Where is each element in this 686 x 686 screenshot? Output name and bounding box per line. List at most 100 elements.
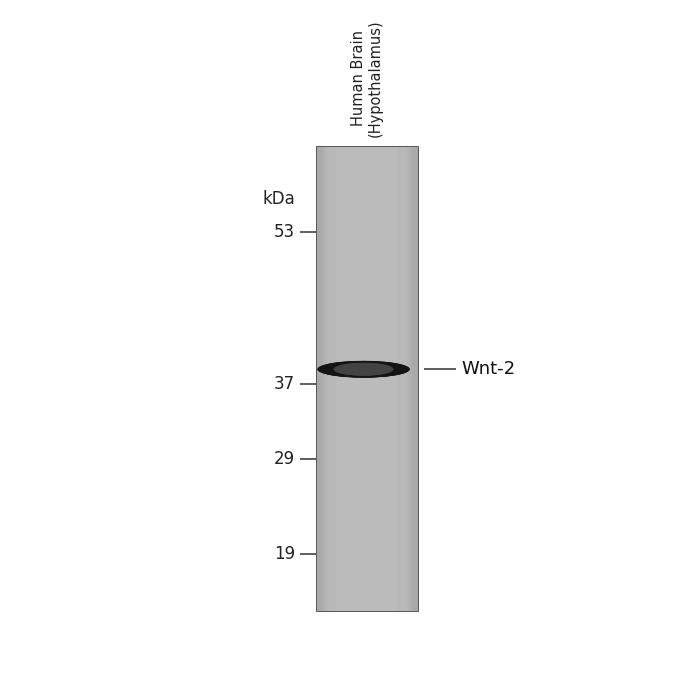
Ellipse shape	[317, 361, 410, 378]
Ellipse shape	[331, 366, 396, 373]
Bar	[316, 146, 317, 611]
Bar	[316, 146, 418, 611]
Ellipse shape	[330, 365, 398, 374]
Bar	[316, 146, 324, 611]
Ellipse shape	[340, 365, 387, 374]
Bar	[411, 146, 418, 611]
Ellipse shape	[343, 365, 384, 373]
Ellipse shape	[340, 364, 388, 374]
Ellipse shape	[338, 364, 390, 375]
Bar	[316, 146, 318, 611]
Ellipse shape	[344, 366, 383, 373]
Bar	[316, 146, 325, 611]
Bar	[316, 146, 325, 611]
Bar	[415, 146, 418, 611]
Bar	[410, 146, 418, 611]
Ellipse shape	[327, 364, 400, 375]
Ellipse shape	[320, 362, 407, 377]
Bar	[414, 146, 418, 611]
Ellipse shape	[322, 362, 405, 376]
Ellipse shape	[321, 362, 406, 377]
Bar	[413, 146, 418, 611]
Bar	[416, 146, 418, 611]
Ellipse shape	[318, 361, 410, 377]
Ellipse shape	[329, 365, 399, 374]
Ellipse shape	[337, 364, 390, 375]
Bar	[316, 146, 327, 611]
Bar	[412, 146, 418, 611]
Ellipse shape	[346, 366, 381, 372]
Bar	[414, 146, 418, 611]
Bar	[316, 146, 327, 611]
Ellipse shape	[336, 364, 392, 375]
Bar	[316, 146, 320, 611]
Text: 29: 29	[274, 451, 295, 469]
Ellipse shape	[319, 362, 408, 377]
Bar	[316, 146, 322, 611]
Bar	[316, 146, 318, 611]
Ellipse shape	[324, 363, 403, 375]
Ellipse shape	[341, 365, 386, 374]
Bar	[407, 146, 418, 611]
Bar	[408, 146, 418, 611]
Ellipse shape	[330, 365, 397, 374]
Ellipse shape	[326, 364, 401, 375]
Bar	[316, 146, 324, 611]
Ellipse shape	[327, 364, 400, 375]
Ellipse shape	[333, 363, 394, 376]
Bar	[336, 146, 398, 611]
Ellipse shape	[318, 361, 409, 377]
Bar	[316, 146, 326, 611]
Bar	[407, 146, 418, 611]
Bar	[316, 146, 323, 611]
Ellipse shape	[326, 364, 401, 375]
Bar	[409, 146, 418, 611]
Text: 19: 19	[274, 545, 295, 563]
Bar	[409, 146, 418, 611]
Ellipse shape	[347, 366, 380, 372]
Bar	[316, 146, 324, 611]
Bar	[316, 146, 322, 611]
Ellipse shape	[325, 364, 402, 375]
Ellipse shape	[319, 362, 408, 377]
Ellipse shape	[332, 366, 395, 372]
Ellipse shape	[329, 365, 398, 374]
Bar	[316, 146, 327, 611]
Text: kDa: kDa	[262, 190, 295, 208]
Text: 53: 53	[274, 223, 295, 241]
Bar	[316, 146, 320, 611]
Ellipse shape	[338, 364, 389, 375]
Ellipse shape	[324, 363, 403, 376]
Ellipse shape	[327, 364, 401, 375]
Text: Human Brain
(Hypothalamus): Human Brain (Hypothalamus)	[351, 19, 383, 137]
Ellipse shape	[325, 364, 402, 375]
Ellipse shape	[331, 366, 396, 373]
Bar	[416, 146, 418, 611]
Bar	[410, 146, 418, 611]
Ellipse shape	[328, 364, 399, 375]
Bar	[316, 146, 321, 611]
Ellipse shape	[329, 364, 399, 374]
Bar	[406, 146, 418, 611]
Bar	[410, 146, 418, 611]
Ellipse shape	[345, 366, 382, 372]
Ellipse shape	[324, 363, 403, 375]
Ellipse shape	[320, 362, 407, 377]
Ellipse shape	[324, 363, 403, 375]
Ellipse shape	[332, 366, 395, 373]
Bar	[412, 146, 418, 611]
Ellipse shape	[322, 362, 405, 377]
Bar	[316, 146, 320, 611]
Ellipse shape	[344, 366, 383, 373]
Bar	[412, 146, 418, 611]
Ellipse shape	[346, 366, 381, 372]
Ellipse shape	[331, 365, 397, 373]
Ellipse shape	[328, 364, 399, 374]
Ellipse shape	[322, 363, 405, 376]
Text: Wnt-2: Wnt-2	[462, 360, 516, 378]
Bar	[407, 146, 418, 611]
Ellipse shape	[335, 363, 392, 375]
Ellipse shape	[320, 362, 407, 377]
Bar	[316, 146, 418, 611]
Ellipse shape	[331, 365, 397, 373]
